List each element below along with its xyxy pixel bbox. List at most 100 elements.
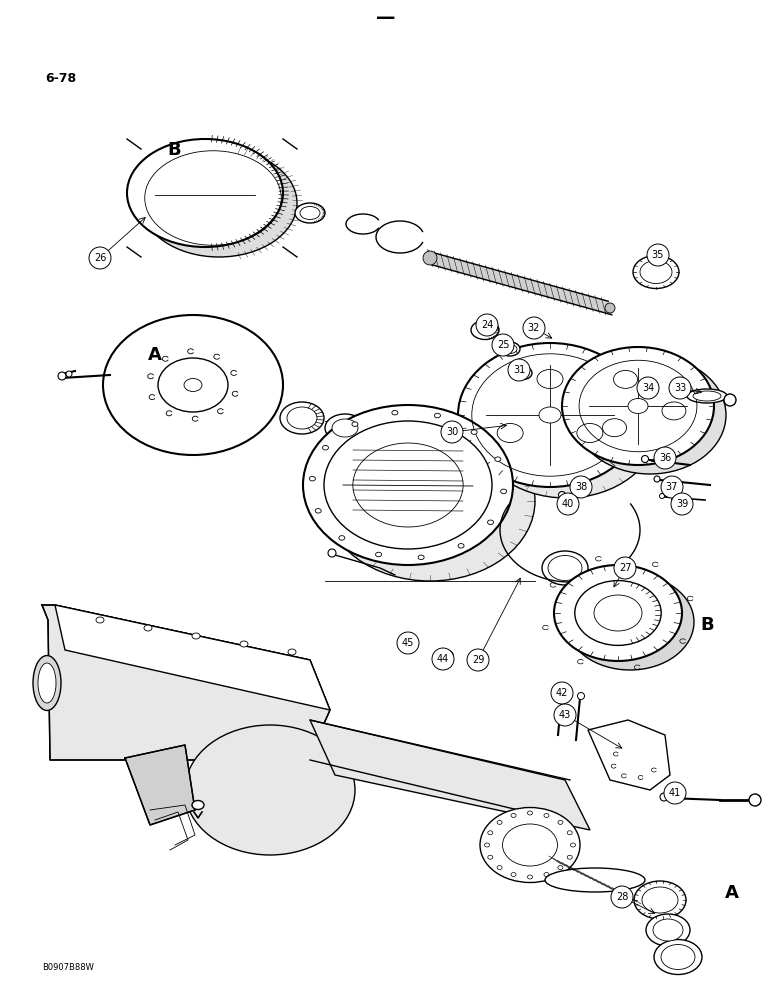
Ellipse shape [471,430,477,434]
Ellipse shape [315,509,321,513]
Text: 43: 43 [559,710,571,720]
Ellipse shape [375,552,381,557]
Ellipse shape [544,873,549,877]
Ellipse shape [558,866,563,870]
Ellipse shape [300,207,320,220]
Ellipse shape [471,320,499,340]
Text: 25: 25 [496,340,510,350]
Circle shape [660,793,668,801]
Circle shape [441,421,463,443]
Ellipse shape [323,445,328,450]
Ellipse shape [324,421,492,549]
Circle shape [89,247,111,269]
Ellipse shape [458,544,464,548]
Text: —: — [376,8,396,27]
Ellipse shape [574,356,726,474]
Polygon shape [588,720,670,790]
Polygon shape [42,605,330,760]
Ellipse shape [488,831,493,835]
Circle shape [508,359,530,381]
Circle shape [432,648,454,670]
Ellipse shape [185,725,355,855]
Text: 31: 31 [513,365,525,375]
Ellipse shape [594,595,642,631]
Text: 45: 45 [401,638,415,648]
Polygon shape [428,251,612,315]
Ellipse shape [287,407,317,429]
Text: 27: 27 [618,563,631,573]
Ellipse shape [640,260,672,284]
Text: 24: 24 [481,320,493,330]
Ellipse shape [575,581,661,645]
Text: 41: 41 [669,788,681,798]
Ellipse shape [542,551,588,585]
Circle shape [611,886,633,908]
Ellipse shape [158,358,228,412]
Ellipse shape [192,633,200,639]
Ellipse shape [310,476,316,481]
Ellipse shape [103,315,283,455]
Circle shape [669,377,691,399]
Text: 6-78: 6-78 [45,72,76,85]
Ellipse shape [654,940,702,974]
Circle shape [642,456,648,462]
Ellipse shape [96,617,104,623]
Ellipse shape [527,875,533,879]
Text: B0907B88W: B0907B88W [42,963,94,972]
Circle shape [557,493,579,515]
Ellipse shape [514,366,532,379]
Ellipse shape [567,831,572,835]
Ellipse shape [288,649,296,655]
Ellipse shape [192,800,204,810]
Text: B: B [700,616,713,634]
Ellipse shape [144,625,152,631]
Ellipse shape [488,520,493,525]
Ellipse shape [511,813,516,817]
Ellipse shape [339,536,345,540]
Ellipse shape [405,640,415,646]
Ellipse shape [661,944,695,970]
Ellipse shape [646,914,690,946]
Ellipse shape [562,347,714,465]
Ellipse shape [511,873,516,877]
Ellipse shape [628,398,648,414]
Ellipse shape [653,919,683,941]
Ellipse shape [33,656,61,710]
Circle shape [570,476,592,498]
Polygon shape [55,605,330,710]
Text: 32: 32 [528,323,540,333]
Ellipse shape [497,866,502,870]
Circle shape [614,557,636,579]
Ellipse shape [500,489,506,494]
Ellipse shape [325,421,535,581]
Text: 38: 38 [575,482,587,492]
Ellipse shape [474,354,658,498]
Ellipse shape [548,556,582,580]
Circle shape [558,491,566,498]
Ellipse shape [38,663,56,703]
Ellipse shape [527,811,533,815]
Ellipse shape [687,389,727,403]
Ellipse shape [303,405,513,565]
Ellipse shape [500,342,520,356]
Circle shape [654,476,660,482]
Ellipse shape [418,555,424,560]
Ellipse shape [141,149,297,257]
Ellipse shape [366,432,390,448]
Ellipse shape [566,574,694,670]
Ellipse shape [724,394,736,406]
Ellipse shape [662,402,686,420]
Ellipse shape [554,565,682,661]
Ellipse shape [571,843,575,847]
Circle shape [577,692,584,700]
Text: 28: 28 [616,892,628,902]
Text: B: B [167,141,181,159]
Ellipse shape [495,457,501,461]
Ellipse shape [497,820,502,824]
Circle shape [659,493,665,498]
Ellipse shape [485,843,489,847]
Ellipse shape [503,824,557,866]
Text: 42: 42 [556,688,568,698]
Ellipse shape [517,369,529,377]
Ellipse shape [603,419,627,437]
